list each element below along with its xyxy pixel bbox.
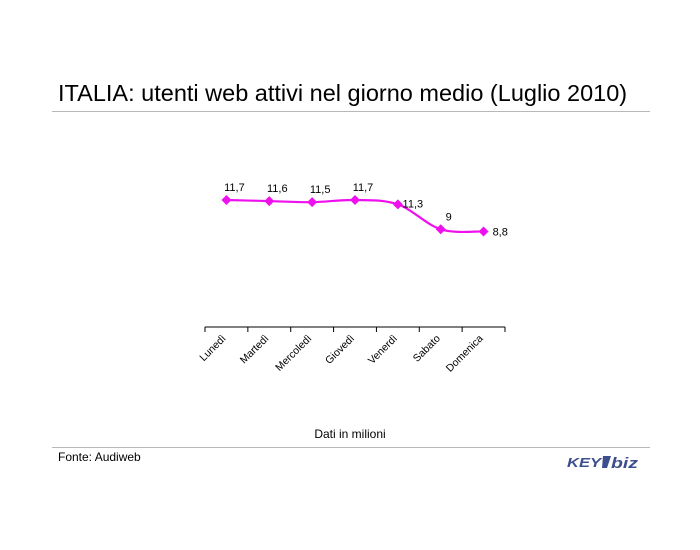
x-tick-label: Mercoledì bbox=[273, 333, 314, 374]
data-point bbox=[264, 196, 275, 207]
units-note: Dati in milioni bbox=[314, 427, 386, 441]
chart-title: ITALIA: utenti web attivi nel giorno med… bbox=[58, 80, 628, 106]
data-label: 11,7 bbox=[353, 182, 374, 194]
data-label: 9 bbox=[446, 211, 452, 223]
data-label: 11,5 bbox=[310, 184, 331, 196]
data-label: 11,6 bbox=[267, 183, 288, 195]
data-point bbox=[307, 197, 318, 208]
data-label: 11,7 bbox=[224, 182, 245, 194]
data-point bbox=[221, 195, 232, 205]
svg-text:KEY: KEY bbox=[567, 455, 603, 470]
data-label: 11,3 bbox=[403, 198, 424, 210]
data-point bbox=[435, 224, 446, 235]
source-label: Fonte: Audiweb bbox=[58, 450, 141, 464]
x-tick-label: Domenica bbox=[444, 333, 486, 375]
footer-divider bbox=[52, 447, 650, 448]
x-tick-label: Lunedì bbox=[197, 333, 228, 364]
title-divider bbox=[52, 111, 650, 112]
key4biz-logo: KEY biz bbox=[567, 455, 639, 472]
x-tick-label: Venerdì bbox=[366, 333, 400, 367]
data-point bbox=[392, 199, 403, 210]
data-point bbox=[350, 195, 360, 205]
x-tick-label: Giovedì bbox=[323, 333, 357, 367]
svg-text:biz: biz bbox=[611, 455, 639, 472]
x-tick-label: Martedì bbox=[238, 333, 272, 367]
data-label: 8,8 bbox=[493, 226, 508, 238]
x-tick-label: Sabato bbox=[411, 333, 443, 365]
data-point bbox=[478, 226, 489, 237]
